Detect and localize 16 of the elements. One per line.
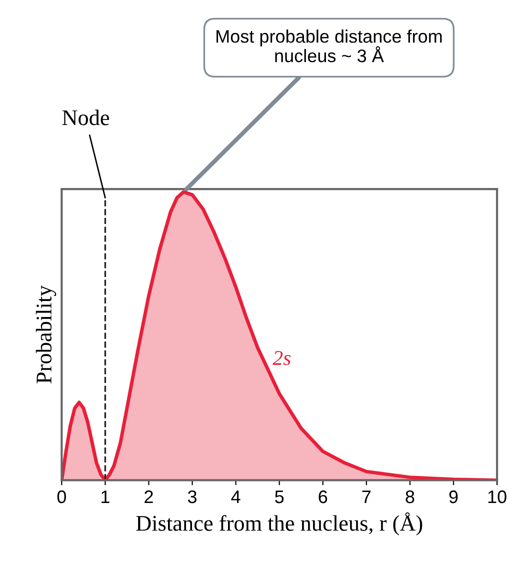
x-tick-label: 0 bbox=[57, 490, 66, 504]
x-axis-title: Distance from the nucleus, r (Å) bbox=[136, 512, 422, 536]
x-tick-label: 9 bbox=[449, 490, 458, 504]
x-tick-label: 2 bbox=[144, 490, 153, 504]
x-tick-label: 1 bbox=[102, 490, 110, 504]
x-tick-label: 4 bbox=[231, 490, 240, 504]
x-tick-label: 6 bbox=[318, 490, 328, 504]
x-tick-label: 8 bbox=[406, 490, 414, 504]
x-tick-label: 10 bbox=[488, 490, 506, 504]
series-label: 2s bbox=[272, 351, 291, 366]
x-tick-label: 7 bbox=[362, 490, 371, 504]
x-tick-label: 5 bbox=[275, 490, 284, 504]
annotation: Most probable distance from nucleus ~ 3 Å bbox=[216, 30, 442, 62]
ref-line-label: Node bbox=[62, 110, 110, 126]
x-tick-label: 3 bbox=[188, 490, 197, 504]
y-axis-title: Probability bbox=[36, 285, 56, 384]
